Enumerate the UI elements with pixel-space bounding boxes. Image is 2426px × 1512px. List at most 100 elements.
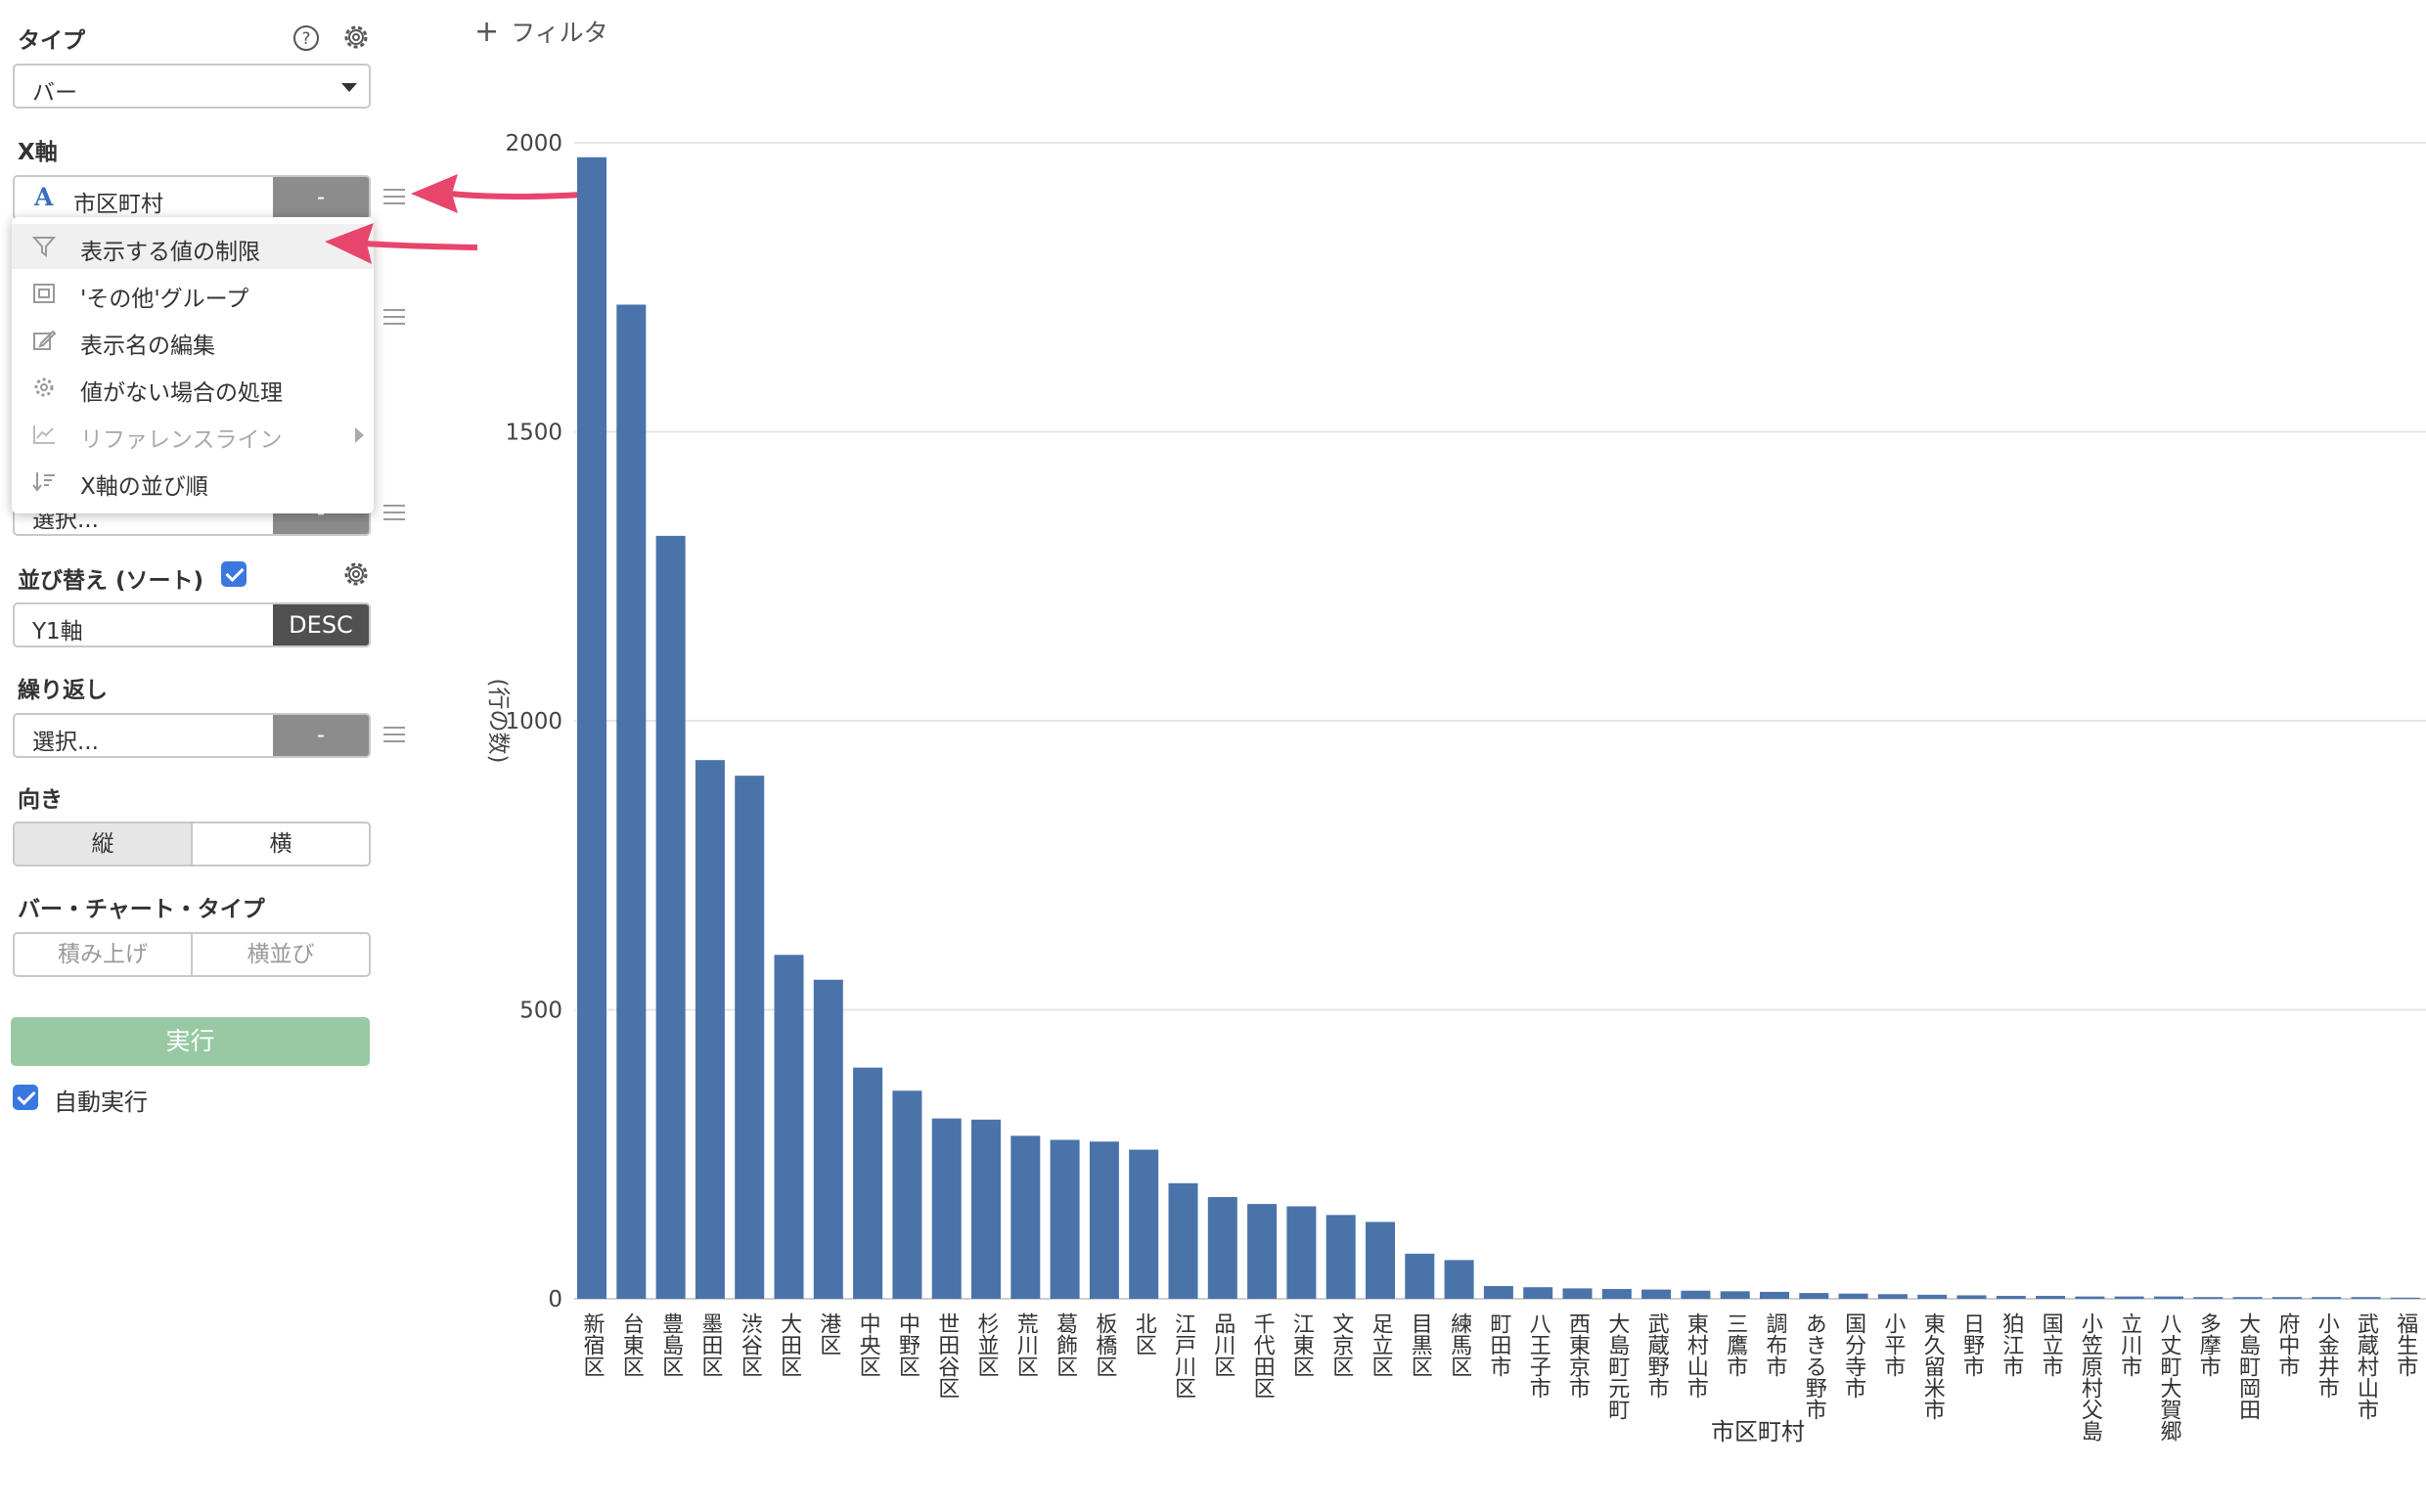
bar[interactable] (1207, 1196, 1237, 1299)
x-tick-label: 小平市 (1880, 1312, 1906, 1377)
edit-icon (33, 330, 57, 350)
sort-order-button[interactable]: DESC (273, 604, 369, 645)
text-type-icon: A (34, 183, 54, 211)
xaxis-aggregation-button[interactable]: - (273, 177, 369, 218)
bar[interactable] (1877, 1294, 1908, 1299)
bar[interactable] (1089, 1141, 1119, 1299)
x-tick-label: 江東区 (1289, 1312, 1315, 1377)
sort-gear-icon[interactable] (340, 558, 372, 590)
bar[interactable] (1444, 1260, 1474, 1299)
bar[interactable] (1523, 1287, 1553, 1299)
bar-chart: 0 500 1000 1500 2000 (行の数) 新宿区 台東区 豊島区 墨田区 渋谷区 大田区港… (485, 131, 2426, 1445)
x-tick-label: 小笠原村父島 (2078, 1312, 2103, 1442)
bar[interactable] (1325, 1215, 1356, 1299)
bar[interactable] (2114, 1296, 2144, 1299)
bar[interactable] (655, 535, 686, 1299)
bar[interactable] (2193, 1297, 2224, 1299)
bar-type-grouped[interactable]: 横並び (191, 934, 369, 975)
bar[interactable] (577, 156, 606, 1299)
bar[interactable] (813, 979, 843, 1299)
bar[interactable] (892, 1090, 922, 1299)
gear-icon[interactable] (340, 22, 372, 53)
x-tick-label: 練馬区 (1447, 1312, 1472, 1377)
bar[interactable] (2075, 1296, 2105, 1299)
bar[interactable] (1286, 1206, 1317, 1299)
bar[interactable] (1562, 1288, 1593, 1299)
repeat-field-option[interactable]: - (273, 715, 369, 756)
bar[interactable] (1956, 1295, 1987, 1299)
bar[interactable] (1405, 1253, 1435, 1299)
bar[interactable] (2390, 1297, 2420, 1299)
bar[interactable] (1917, 1294, 1948, 1299)
bar[interactable] (695, 760, 725, 1299)
bar-type-toggle: 積み上げ 横並び (13, 932, 371, 977)
chart-type-select[interactable]: バー (13, 64, 371, 109)
x-tick-label: 目黒区 (1408, 1312, 1432, 1377)
bar[interactable] (1601, 1288, 1632, 1299)
bar-type-stacked[interactable]: 積み上げ (58, 942, 148, 967)
xaxis-field[interactable]: A 市区町村 - (13, 175, 371, 220)
x-tick-label: 足立区 (1369, 1312, 1394, 1377)
bar[interactable] (931, 1118, 962, 1299)
sort-checkbox[interactable] (221, 561, 247, 587)
submenu-arrow-icon (355, 427, 364, 443)
color-menu-icon[interactable] (383, 505, 405, 520)
bar[interactable] (1799, 1293, 1829, 1299)
bar[interactable] (853, 1067, 883, 1299)
x-tick-label: 文京区 (1328, 1312, 1354, 1377)
x-tick-label: 千代田区 (1250, 1312, 1276, 1399)
x-tick-label: 町田市 (1486, 1312, 1510, 1377)
x-tick-label: 八丈町大賀郷 (2157, 1312, 2182, 1442)
yaxis-menu-icon[interactable] (383, 309, 405, 325)
bar[interactable] (1366, 1222, 1395, 1299)
repeat-field[interactable]: 選択... - (13, 713, 371, 758)
bar[interactable] (2232, 1297, 2263, 1299)
menu-item-limit-values[interactable]: 表示する値の制限 (12, 224, 374, 269)
bar[interactable] (1168, 1182, 1198, 1299)
bar[interactable] (971, 1119, 1001, 1299)
x-tick-label: 中央区 (856, 1312, 881, 1377)
repeat-menu-icon[interactable] (383, 727, 405, 742)
bar[interactable] (2351, 1297, 2381, 1299)
bar[interactable] (1129, 1149, 1159, 1299)
bar[interactable] (2154, 1296, 2183, 1299)
menu-item-reference-line[interactable]: リファレンスライン (12, 412, 374, 457)
y-tick-label: 2000 (505, 131, 562, 156)
xaxis-section-title: X軸 (18, 140, 58, 165)
x-tick-label: 三鷹市 (1723, 1312, 1748, 1377)
x-tick-label: 渋谷区 (738, 1312, 763, 1377)
bar[interactable] (1681, 1290, 1711, 1299)
bar[interactable] (2271, 1297, 2302, 1299)
menu-item-xaxis-order[interactable]: X軸の並び順 (12, 459, 374, 504)
bar[interactable] (1641, 1289, 1672, 1299)
xaxis-menu-icon[interactable] (383, 189, 405, 204)
help-icon[interactable]: ? (292, 23, 321, 53)
bar[interactable] (774, 955, 804, 1299)
run-button[interactable]: 実行 (11, 1017, 370, 1066)
repeat-section-title: 繰り返し (18, 678, 108, 703)
bar[interactable] (1760, 1291, 1789, 1299)
orientation-horizontal[interactable]: 横 (191, 823, 369, 865)
menu-item-missing-values[interactable]: 値がない場合の処理 (12, 365, 374, 410)
orientation-vertical[interactable]: 縦 (15, 823, 191, 865)
bar[interactable] (735, 776, 765, 1299)
bar[interactable] (1720, 1291, 1750, 1299)
bar[interactable] (616, 304, 647, 1299)
gear-icon (34, 378, 54, 397)
bar[interactable] (1483, 1285, 1513, 1299)
menu-item-other-group[interactable]: 'その他'グループ (12, 271, 374, 316)
bar[interactable] (1838, 1293, 1868, 1299)
trend-line-icon (33, 425, 55, 444)
bar[interactable] (1011, 1135, 1041, 1299)
auto-run-checkbox[interactable] (13, 1085, 38, 1110)
sort-field[interactable]: Y1軸 DESC (13, 602, 371, 647)
x-tick-label: 品川区 (1210, 1312, 1235, 1377)
menu-item-edit-display-name[interactable]: 表示名の編集 (12, 318, 374, 363)
bar[interactable] (1050, 1139, 1080, 1299)
bar[interactable] (2036, 1296, 2066, 1299)
bar[interactable] (1996, 1296, 2026, 1299)
bar[interactable] (2312, 1297, 2342, 1299)
add-filter-button[interactable]: + フィルタ (474, 14, 608, 49)
bar[interactable] (1247, 1204, 1278, 1299)
x-tick-label: 八王子市 (1526, 1312, 1551, 1399)
